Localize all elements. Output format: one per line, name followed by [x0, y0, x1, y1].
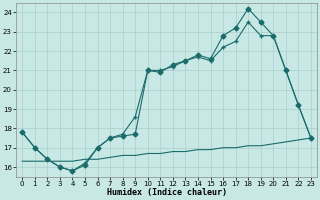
X-axis label: Humidex (Indice chaleur): Humidex (Indice chaleur): [107, 188, 227, 197]
